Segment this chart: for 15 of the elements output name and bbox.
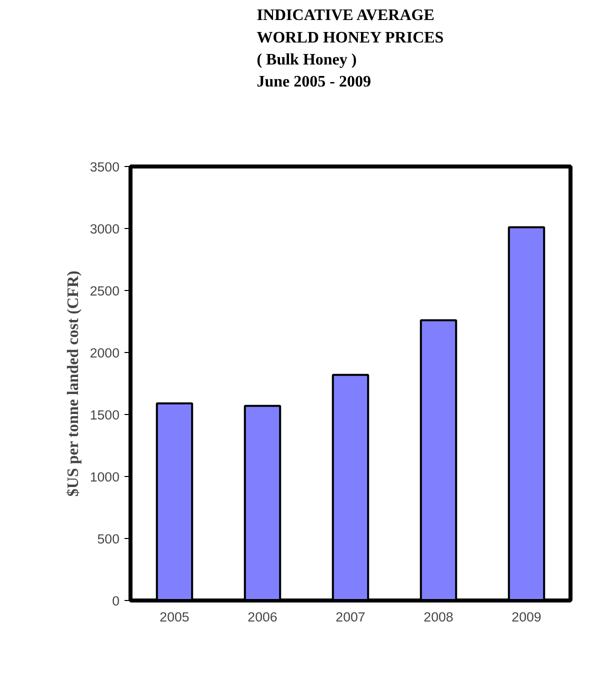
y-tick-label: 0 — [112, 594, 120, 608]
y-tick-label: 1000 — [90, 470, 120, 484]
y-tick-label: 1500 — [90, 408, 120, 422]
x-tick-label: 2006 — [248, 610, 278, 624]
y-axis-title: $US per tonne landed cost (CFR) — [64, 270, 82, 497]
y-tick-label: 2000 — [90, 346, 120, 360]
y-tick-label: 3000 — [90, 222, 120, 236]
y-tick-label: 2500 — [90, 284, 120, 298]
x-tick-label: 2005 — [160, 610, 190, 624]
y-tick-label: 3500 — [90, 160, 120, 174]
chart-title: INDICATIVE AVERAGE WORLD HONEY PRICES ( Bulk Honey ) June 2005 - 2009 — [256, 7, 444, 90]
x-tick-label: 2009 — [512, 610, 542, 624]
x-tick-label: 2008 — [424, 610, 454, 624]
x-tick-label: 2007 — [336, 610, 366, 624]
y-tick-label: 500 — [97, 532, 120, 546]
